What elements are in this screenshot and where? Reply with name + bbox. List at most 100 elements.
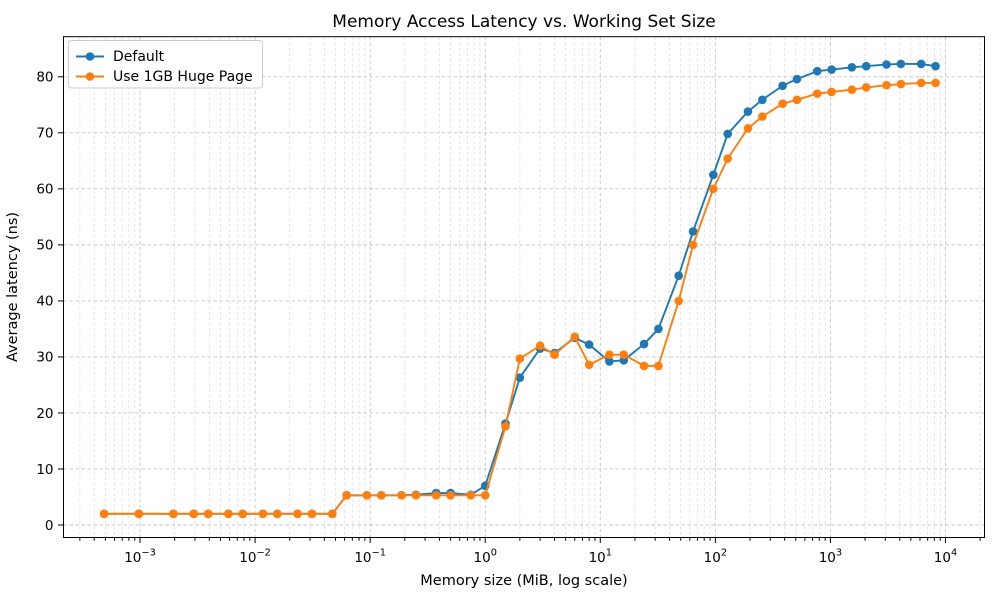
data-point-series-1 — [688, 240, 698, 250]
data-point-series-1 — [169, 509, 178, 519]
data-point-series-1 — [896, 79, 906, 89]
data-point-series-1 — [639, 361, 649, 371]
data-point-series-1 — [258, 509, 268, 519]
data-point-series-0 — [605, 357, 614, 366]
data-point-series-1 — [431, 491, 441, 500]
y-tick-label: 80 — [36, 70, 53, 86]
data-point-series-0 — [882, 60, 891, 69]
legend-item-huge-page: Use 1GB Huge Page — [76, 69, 253, 85]
axes-tick-labels: 10−3 10−2 10−1 100 101 102 103 104 0 10 20 30 40 50 60… — [36, 70, 957, 566]
data-point-series-1 — [882, 80, 891, 90]
legend-marker-huge-page — [85, 72, 95, 81]
data-point-series-1 — [446, 491, 455, 500]
data-point-series-1 — [99, 509, 109, 519]
y-axis-label: Average latency (ns) — [5, 212, 21, 362]
data-point-series-1 — [238, 509, 248, 519]
x-tick-label: 10−2 — [239, 548, 271, 567]
legend: Default Use 1GB Huge Page — [68, 40, 263, 89]
data-point-series-1 — [189, 509, 199, 519]
data-point-series-0 — [861, 61, 871, 71]
data-point-series-1 — [293, 509, 302, 519]
data-point-series-1 — [758, 112, 767, 121]
legend-marker-default — [85, 52, 95, 61]
data-point-series-1 — [916, 78, 926, 88]
plot-area — [63, 36, 985, 538]
data-point-series-1 — [397, 491, 406, 500]
y-tick-label: 10 — [36, 462, 53, 478]
axes-ticks — [58, 76, 981, 543]
legend-label-huge-page: Use 1GB Huge Page — [113, 69, 253, 85]
data-point-series-1 — [931, 78, 940, 88]
data-point-series-0 — [847, 62, 857, 72]
data-point-series-0 — [723, 129, 732, 139]
data-point-series-1 — [847, 85, 857, 94]
y-tick-label: 70 — [36, 126, 53, 142]
x-tick-label: 102 — [704, 548, 727, 567]
data-point-series-1 — [328, 509, 337, 519]
data-point-series-1 — [466, 491, 476, 500]
data-point-series-1 — [674, 296, 683, 306]
data-point-series-1 — [307, 509, 317, 519]
data-point-series-0 — [896, 59, 906, 69]
data-point-series-1 — [411, 491, 421, 500]
data-point-series-1 — [654, 361, 663, 371]
data-point-series-1 — [743, 124, 753, 133]
data-point-series-0 — [758, 95, 767, 105]
data-point-series-1 — [362, 491, 372, 500]
data-point-series-0 — [792, 74, 802, 84]
data-point-series-1 — [203, 509, 213, 519]
data-point-series-1 — [619, 350, 629, 359]
data-point-series-1 — [224, 509, 233, 519]
data-point-series-1 — [778, 99, 787, 108]
data-point-series-1 — [827, 87, 836, 97]
plot-frame — [63, 36, 985, 538]
data-point-series-0 — [827, 65, 836, 74]
data-point-series-0 — [743, 107, 753, 116]
legend-box — [68, 40, 263, 89]
y-tick-label: 30 — [36, 350, 53, 366]
data-point-series-1 — [535, 341, 545, 351]
data-point-series-0 — [688, 227, 698, 236]
legend-label-default: Default — [113, 49, 165, 65]
data-point-series-1 — [501, 422, 510, 431]
data-point-series-1 — [792, 95, 802, 105]
legend-item-default: Default — [76, 49, 165, 65]
data-point-series-0 — [916, 59, 926, 69]
series — [99, 59, 940, 519]
y-tick-label: 0 — [45, 518, 54, 534]
data-point-series-1 — [605, 350, 614, 359]
data-point-series-0 — [584, 340, 594, 349]
x-tick-label: 101 — [589, 548, 612, 567]
y-tick-label: 60 — [36, 182, 53, 198]
y-tick-label: 40 — [36, 294, 53, 310]
x-tick-label: 10−1 — [354, 548, 386, 567]
data-point-series-1 — [480, 491, 490, 500]
data-point-series-1 — [584, 360, 594, 370]
y-tick-label: 50 — [36, 238, 53, 254]
data-point-series-1 — [709, 184, 718, 194]
data-point-series-1 — [812, 89, 822, 98]
data-point-series-1 — [377, 491, 386, 500]
y-tick-label: 20 — [36, 406, 53, 422]
data-point-series-0 — [812, 66, 822, 76]
data-point-series-0 — [931, 61, 940, 71]
data-point-series-0 — [639, 339, 649, 349]
x-tick-label: 103 — [819, 548, 842, 567]
x-tick-label: 100 — [474, 548, 497, 567]
data-point-series-1 — [342, 491, 351, 500]
data-point-series-1 — [723, 154, 732, 163]
data-point-series-1 — [570, 332, 580, 342]
data-point-series-1 — [861, 83, 871, 92]
data-point-series-1 — [134, 509, 144, 519]
x-tick-label: 104 — [934, 548, 957, 567]
chart-title: Memory Access Latency vs. Working Set Si… — [332, 12, 715, 32]
data-point-series-1 — [273, 509, 282, 519]
data-point-series-0 — [709, 170, 718, 180]
grid — [63, 36, 985, 538]
x-axis-label: Memory size (MiB, log scale) — [420, 573, 627, 589]
data-point-series-0 — [654, 324, 663, 334]
data-point-series-0 — [515, 373, 525, 382]
data-point-series-1 — [550, 350, 559, 359]
